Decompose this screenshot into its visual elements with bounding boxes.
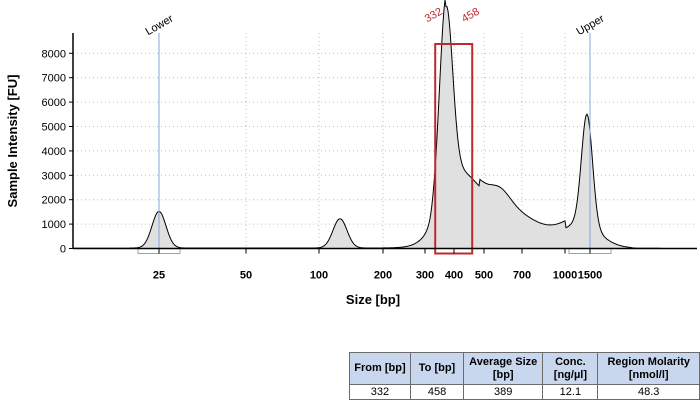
axes [72, 33, 697, 250]
y-tick-label: 3000 [42, 170, 66, 182]
region-to-label: 458 [460, 6, 482, 26]
marker-label-lower: Lower [144, 13, 176, 39]
y-tick-label: 0 [60, 244, 66, 256]
table-header-row: From [bp] To [bp] Average Size [bp] Conc. [ng… [349, 352, 700, 385]
y-tick-label: 2000 [42, 195, 66, 207]
y-axis-title: Sample Intensity [FU] [5, 75, 20, 208]
table-cell: 332 [349, 384, 411, 400]
region-results-table: From [bp] To [bp] Average Size [bp] Conc. [ng… [349, 352, 700, 400]
grid-lines [73, 33, 697, 249]
x-tick-label: 1500 [578, 270, 602, 282]
x-axis-title: Size [bp] [346, 292, 400, 307]
x-tick-label: 200 [374, 270, 392, 282]
y-tick-label: 1000 [42, 219, 66, 231]
table-header-cell: To [bp] [409, 352, 465, 385]
y-tick-label: 7000 [42, 73, 66, 85]
x-tick-label: 50 [240, 270, 252, 282]
x-tick-label: 300 [416, 270, 434, 282]
x-tick-label: 400 [445, 270, 463, 282]
x-tick-label: 100 [310, 270, 328, 282]
y-tick-label: 8000 [42, 48, 66, 60]
x-tick-label: 500 [475, 270, 493, 282]
table-cell: 389 [463, 384, 544, 400]
table-cell: 458 [409, 384, 465, 400]
marker-lines: Lower Upper [137, 13, 612, 254]
table-header-cell: Region Molarity [nmol/l] [597, 352, 700, 385]
table-cell: 48.3 [597, 384, 700, 400]
electropherogram-chart: Lower Upper 332 458 0 1000 2000 3000 4000 5000 6… [5, 0, 697, 307]
marker-label-upper: Upper [575, 13, 607, 39]
table-cell: 12.1 [542, 384, 599, 400]
x-tick-label: 1000 [553, 270, 577, 282]
x-tick-label: 700 [513, 270, 531, 282]
y-axis-ticks: 0 1000 2000 3000 4000 5000 6000 7000 8000 [42, 48, 73, 256]
y-tick-label: 5000 [42, 122, 66, 134]
x-axis-ticks: 25 50 100 200 300 400 500 700 1000 1500 [153, 248, 602, 282]
intensity-trace [72, 0, 661, 249]
y-tick-label: 4000 [42, 146, 66, 158]
x-tick-label: 25 [153, 270, 165, 282]
table-row: 332 458 389 12.1 48.3 [349, 384, 700, 400]
table-header-cell: From [bp] [349, 352, 411, 385]
region-from-label: 332 [423, 6, 445, 26]
table-header-cell: Conc. [ng/µl] [542, 352, 599, 385]
table-header-cell: Average Size [bp] [463, 352, 544, 385]
y-tick-label: 6000 [42, 97, 66, 109]
